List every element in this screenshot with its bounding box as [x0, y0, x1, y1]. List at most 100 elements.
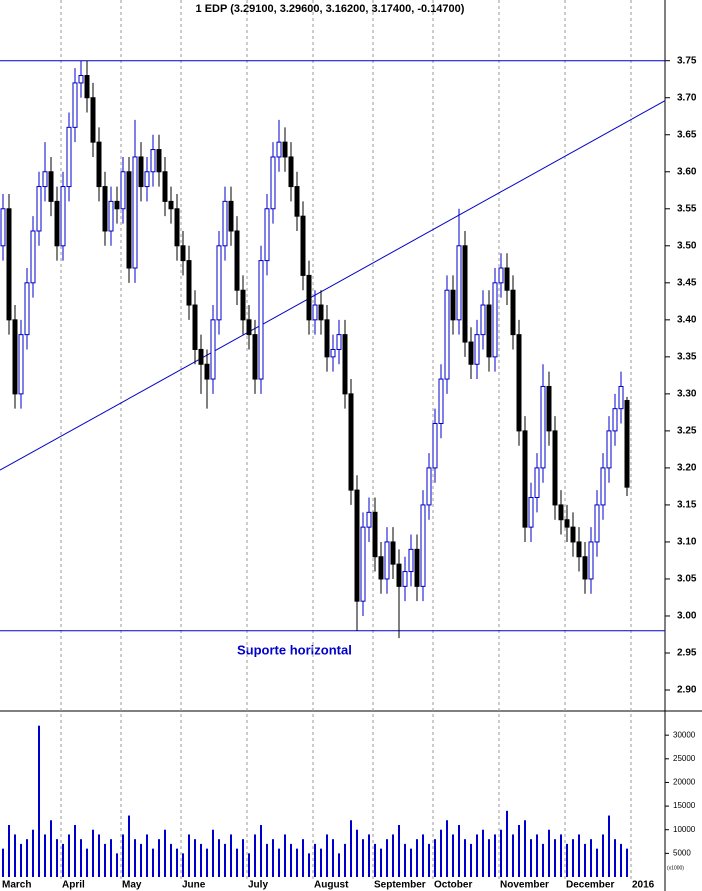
volume-bar: [272, 839, 274, 877]
volume-bar: [488, 839, 490, 877]
candle-body: [342, 334, 348, 395]
y-tick-label: 3.05: [677, 574, 697, 585]
candle-body: [378, 556, 384, 580]
candle-body: [612, 408, 618, 432]
candle-body: [462, 245, 468, 343]
candle-body: [78, 75, 84, 84]
volume-bar: [38, 725, 40, 877]
candle-body: [498, 267, 504, 284]
x-tick-label: August: [314, 880, 349, 891]
candle-body: [456, 245, 462, 321]
candle-body: [624, 400, 630, 488]
candle-body: [504, 267, 510, 291]
candle-body: [276, 141, 282, 158]
volume-bar: [212, 829, 214, 877]
volume-bar: [290, 843, 292, 877]
candle-body: [300, 215, 306, 276]
volume-bar: [110, 839, 112, 877]
candle-body: [138, 156, 144, 188]
volume-bar: [266, 843, 268, 877]
candle-body: [186, 260, 192, 306]
candle-body: [240, 289, 246, 321]
volume-bar: [158, 839, 160, 877]
annotation: Suporte horizontal: [237, 642, 352, 657]
x-tick-label: March: [2, 880, 31, 891]
volume-bar: [86, 848, 88, 877]
volume-bar: [236, 848, 238, 877]
candle-body: [174, 208, 180, 247]
candle-body: [450, 289, 456, 321]
volume-bar: [116, 853, 118, 877]
volume-bar: [362, 839, 364, 877]
volume-bar: [554, 839, 556, 877]
volume-bar: [8, 824, 10, 877]
candle-body: [330, 348, 336, 358]
candle-body: [114, 200, 120, 210]
y-tick-label: 3.40: [677, 314, 697, 325]
candle-body: [60, 186, 66, 247]
candle-body: [564, 519, 570, 528]
y-tick-label: 3.50: [677, 240, 697, 251]
candle-body: [102, 186, 108, 232]
candle-body: [204, 363, 210, 380]
volume-bar: [98, 834, 100, 877]
y-tick-label: 3.10: [677, 537, 697, 548]
volume-bar: [200, 843, 202, 877]
volume-bar: [26, 839, 28, 877]
candle-body: [474, 334, 480, 365]
volume-bar: [458, 824, 460, 877]
trendline: [0, 100, 666, 471]
candle-body: [444, 289, 450, 380]
volume-bar: [410, 848, 412, 877]
volume-bar: [242, 839, 244, 877]
candle-body: [180, 245, 186, 262]
volume-bar: [296, 848, 298, 877]
y-tick-label: 2.90: [677, 685, 697, 696]
volume-bar: [428, 843, 430, 877]
candle-body: [264, 208, 270, 262]
volume-bar: [392, 834, 394, 877]
volume-bar: [530, 839, 532, 877]
candle-body: [222, 200, 228, 247]
volume-bar: [188, 834, 190, 877]
candle-body: [294, 186, 300, 217]
x-tick-label: December: [566, 880, 614, 891]
candle-body: [432, 422, 438, 469]
volume-bar: [374, 843, 376, 877]
volume-bar: [140, 843, 142, 877]
candle-body: [72, 82, 78, 128]
candle-body: [270, 156, 276, 210]
volume-bar: [578, 834, 580, 877]
volume-bar: [512, 834, 514, 877]
volume-bar: [134, 839, 136, 877]
candle-body: [120, 171, 126, 210]
volume-bar: [506, 810, 508, 877]
volume-bar: [536, 834, 538, 877]
volume-bar: [380, 848, 382, 877]
candle-body: [168, 200, 174, 210]
y-tick-label: 3.15: [677, 500, 697, 511]
candle-body: [30, 230, 36, 284]
candle-body: [516, 334, 522, 432]
x-tick-label: April: [62, 880, 85, 891]
candle-body: [156, 149, 162, 173]
volume-bar: [254, 834, 256, 877]
y-tick-label: 3.65: [677, 129, 697, 140]
volume-bar: [62, 843, 64, 877]
volume-bar: [284, 834, 286, 877]
candle-body: [348, 393, 354, 491]
candle-body: [534, 467, 540, 499]
candle-body: [528, 497, 534, 528]
volume-bar: [224, 843, 226, 877]
volume-bar: [560, 834, 562, 877]
x-tick-label: 2016: [632, 880, 655, 891]
volume-bar: [20, 843, 22, 877]
volume-bar: [206, 848, 208, 877]
y-tick-label: 3.55: [677, 203, 697, 214]
candle-body: [438, 378, 444, 424]
volume-bar: [476, 834, 478, 877]
volume-bar: [584, 843, 586, 877]
volume-unit: (x1000): [667, 865, 684, 871]
volume-bar: [146, 834, 148, 877]
